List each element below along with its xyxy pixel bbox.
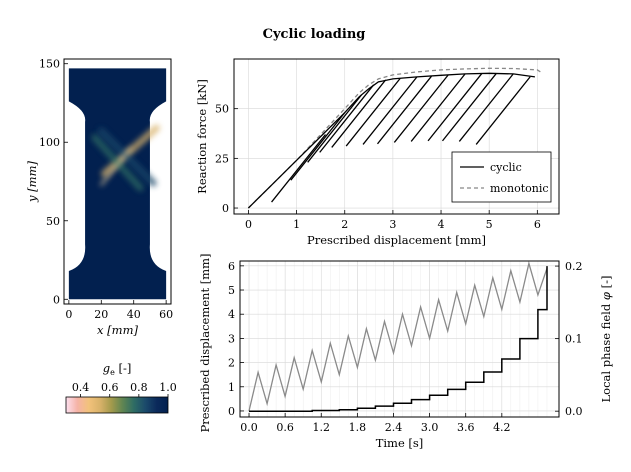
hist-y-left-tick-label: 2 [228, 357, 235, 370]
fd-cycle-unload-8 [376, 75, 432, 145]
fd-legend: cyclic monotonic [451, 151, 552, 203]
hist-x-axis-label: Time [s] [376, 436, 424, 450]
fd-y-tick-label: 0 [222, 202, 229, 215]
fd-cycle-unload-14 [475, 76, 531, 145]
fd-legend-label-cyclic: cyclic [490, 161, 522, 174]
map-y-axis-label: y [mm] [25, 161, 39, 203]
fd-legend-label-monotonic: monotonic [490, 182, 549, 195]
fd-x-tick-label: 2 [341, 218, 348, 231]
damage-band-core [100, 147, 132, 186]
colorbar-tick-label: 0.4 [72, 381, 90, 394]
fd-y-tick-label: 25 [215, 152, 229, 165]
specimen-field [68, 68, 167, 300]
map-x-axis-label: x [mm] [97, 323, 138, 337]
hist-axes-frame [239, 260, 560, 418]
map-y-tick-label: 50 [46, 215, 60, 228]
fd-x-tick-label: 6 [534, 218, 541, 231]
fd-x-tick-label: 0 [245, 218, 252, 231]
damage-band-1 [101, 124, 160, 178]
hist-x-tick-label: 0.0 [240, 421, 258, 434]
fd-cycle-unload-9 [393, 74, 449, 143]
map-y-tick-label: 100 [39, 136, 60, 149]
hist-y-right-axis-label: Local phase field φ [-] [599, 276, 613, 403]
figure-title: Cyclic loading [263, 27, 366, 42]
map-y-tick-label: 150 [39, 58, 60, 71]
fd-cycle-unload-3 [307, 94, 363, 163]
hist-y-left-tick-label: 3 [228, 332, 235, 345]
map-axes-frame [63, 58, 172, 305]
map-x-tick-label: 0 [65, 308, 72, 321]
hist-y-right-tick-label: 0.1 [565, 333, 583, 346]
hist-y-right-axis-label-symbol: φ [599, 292, 613, 300]
fd-cycle-unload-13 [458, 73, 514, 142]
hist-x-tick-label: 3.6 [457, 421, 475, 434]
hist-x-tick-label: 3.0 [421, 421, 439, 434]
hist-x-tick-label: 4.2 [493, 421, 511, 434]
fd-x-tick-label: 4 [438, 218, 445, 231]
fd-x-tick-label: 3 [389, 218, 396, 231]
fd-x-axis-label: Prescribed displacement [mm] [307, 233, 486, 247]
damage-band-3 [97, 127, 157, 187]
hist-y-left-tick-label: 5 [228, 284, 235, 297]
map-x-tick-label: 20 [94, 308, 108, 321]
fd-cycle-unload-10 [410, 73, 466, 142]
fd-cycle-unload-7 [362, 76, 418, 145]
fd-legend-box [451, 151, 552, 203]
fd-x-tick-label: 1 [293, 218, 300, 231]
hist-y-left-tick-label: 0 [228, 405, 235, 418]
colorbar-tick-label: 1.0 [159, 381, 177, 394]
hist-y-right-tick-label: 0.0 [565, 405, 583, 418]
fd-cycle-unload-12 [441, 72, 497, 142]
fd-cycle-unload-6 [345, 78, 401, 147]
colorbar-label: ge [-] [103, 361, 132, 377]
fd-x-tick-label: 5 [486, 218, 493, 231]
map-x-tick-label: 40 [127, 308, 141, 321]
hist-y-left-tick-label: 6 [228, 260, 235, 273]
fd-cycle-unload-2 [290, 112, 346, 181]
hist-x-tick-label: 1.2 [313, 421, 331, 434]
map-x-tick-label: 60 [159, 308, 173, 321]
colorbar-tick-label: 0.8 [130, 381, 148, 394]
map-y-tick-label: 0 [53, 293, 60, 306]
hist-y-left-axis-label: Prescribed displacement [mm] [198, 253, 212, 432]
force-displacement-panel: 0 1 2 3 4 5 6 0 25 50 Prescribed displacement [mm]… [195, 58, 560, 247]
fd-axes-frame [233, 58, 560, 215]
hist-y-right-axis-label-unit: [-] [599, 276, 613, 293]
hist-y-left-tick-label: 4 [228, 308, 235, 321]
hist-x-tick-label: 2.4 [385, 421, 403, 434]
fd-cycle-unload-11 [427, 72, 483, 142]
fd-series-monotonic [247, 67, 543, 209]
fd-cycle-unload-1 [271, 134, 326, 203]
hist-y-right-axis-label-main: Local phase field [599, 300, 613, 402]
hist-x-tick-label: 1.8 [349, 421, 367, 434]
fd-cycle-unload-5 [331, 79, 387, 148]
colorbar-label-unit: [-] [115, 361, 132, 375]
hist-series-displacement [248, 260, 548, 412]
hist-series-phase-field [249, 266, 548, 412]
colorbar-label-symbol: g [103, 361, 110, 375]
specimen-map-panel: 0 20 40 60 0 50 100 150 x [mm] y [mm] [25, 58, 173, 337]
fd-cycle-unload-4 [319, 84, 375, 153]
damage-band-2 [91, 134, 144, 192]
colorbar-panel: 0.4 0.6 0.8 1.0 ge [-] [65, 361, 177, 414]
colorbar-label-subscript: e [110, 368, 115, 377]
colorbar-tick-label: 0.6 [101, 381, 119, 394]
fd-y-axis-label: Reaction force [kN] [195, 79, 209, 194]
colorbar-bar [65, 396, 169, 414]
hist-y-right-tick-label: 0.2 [565, 260, 583, 273]
loading-history-panel: 0.0 0.6 1.2 1.8 2.4 3.0 3.6 4.2 0 1 2 3 4 5 6 0.0 0.1 0.2… [198, 253, 613, 450]
fd-y-tick-label: 50 [215, 103, 229, 116]
hist-x-tick-label: 0.6 [276, 421, 294, 434]
hist-y-left-tick-label: 1 [228, 381, 235, 394]
